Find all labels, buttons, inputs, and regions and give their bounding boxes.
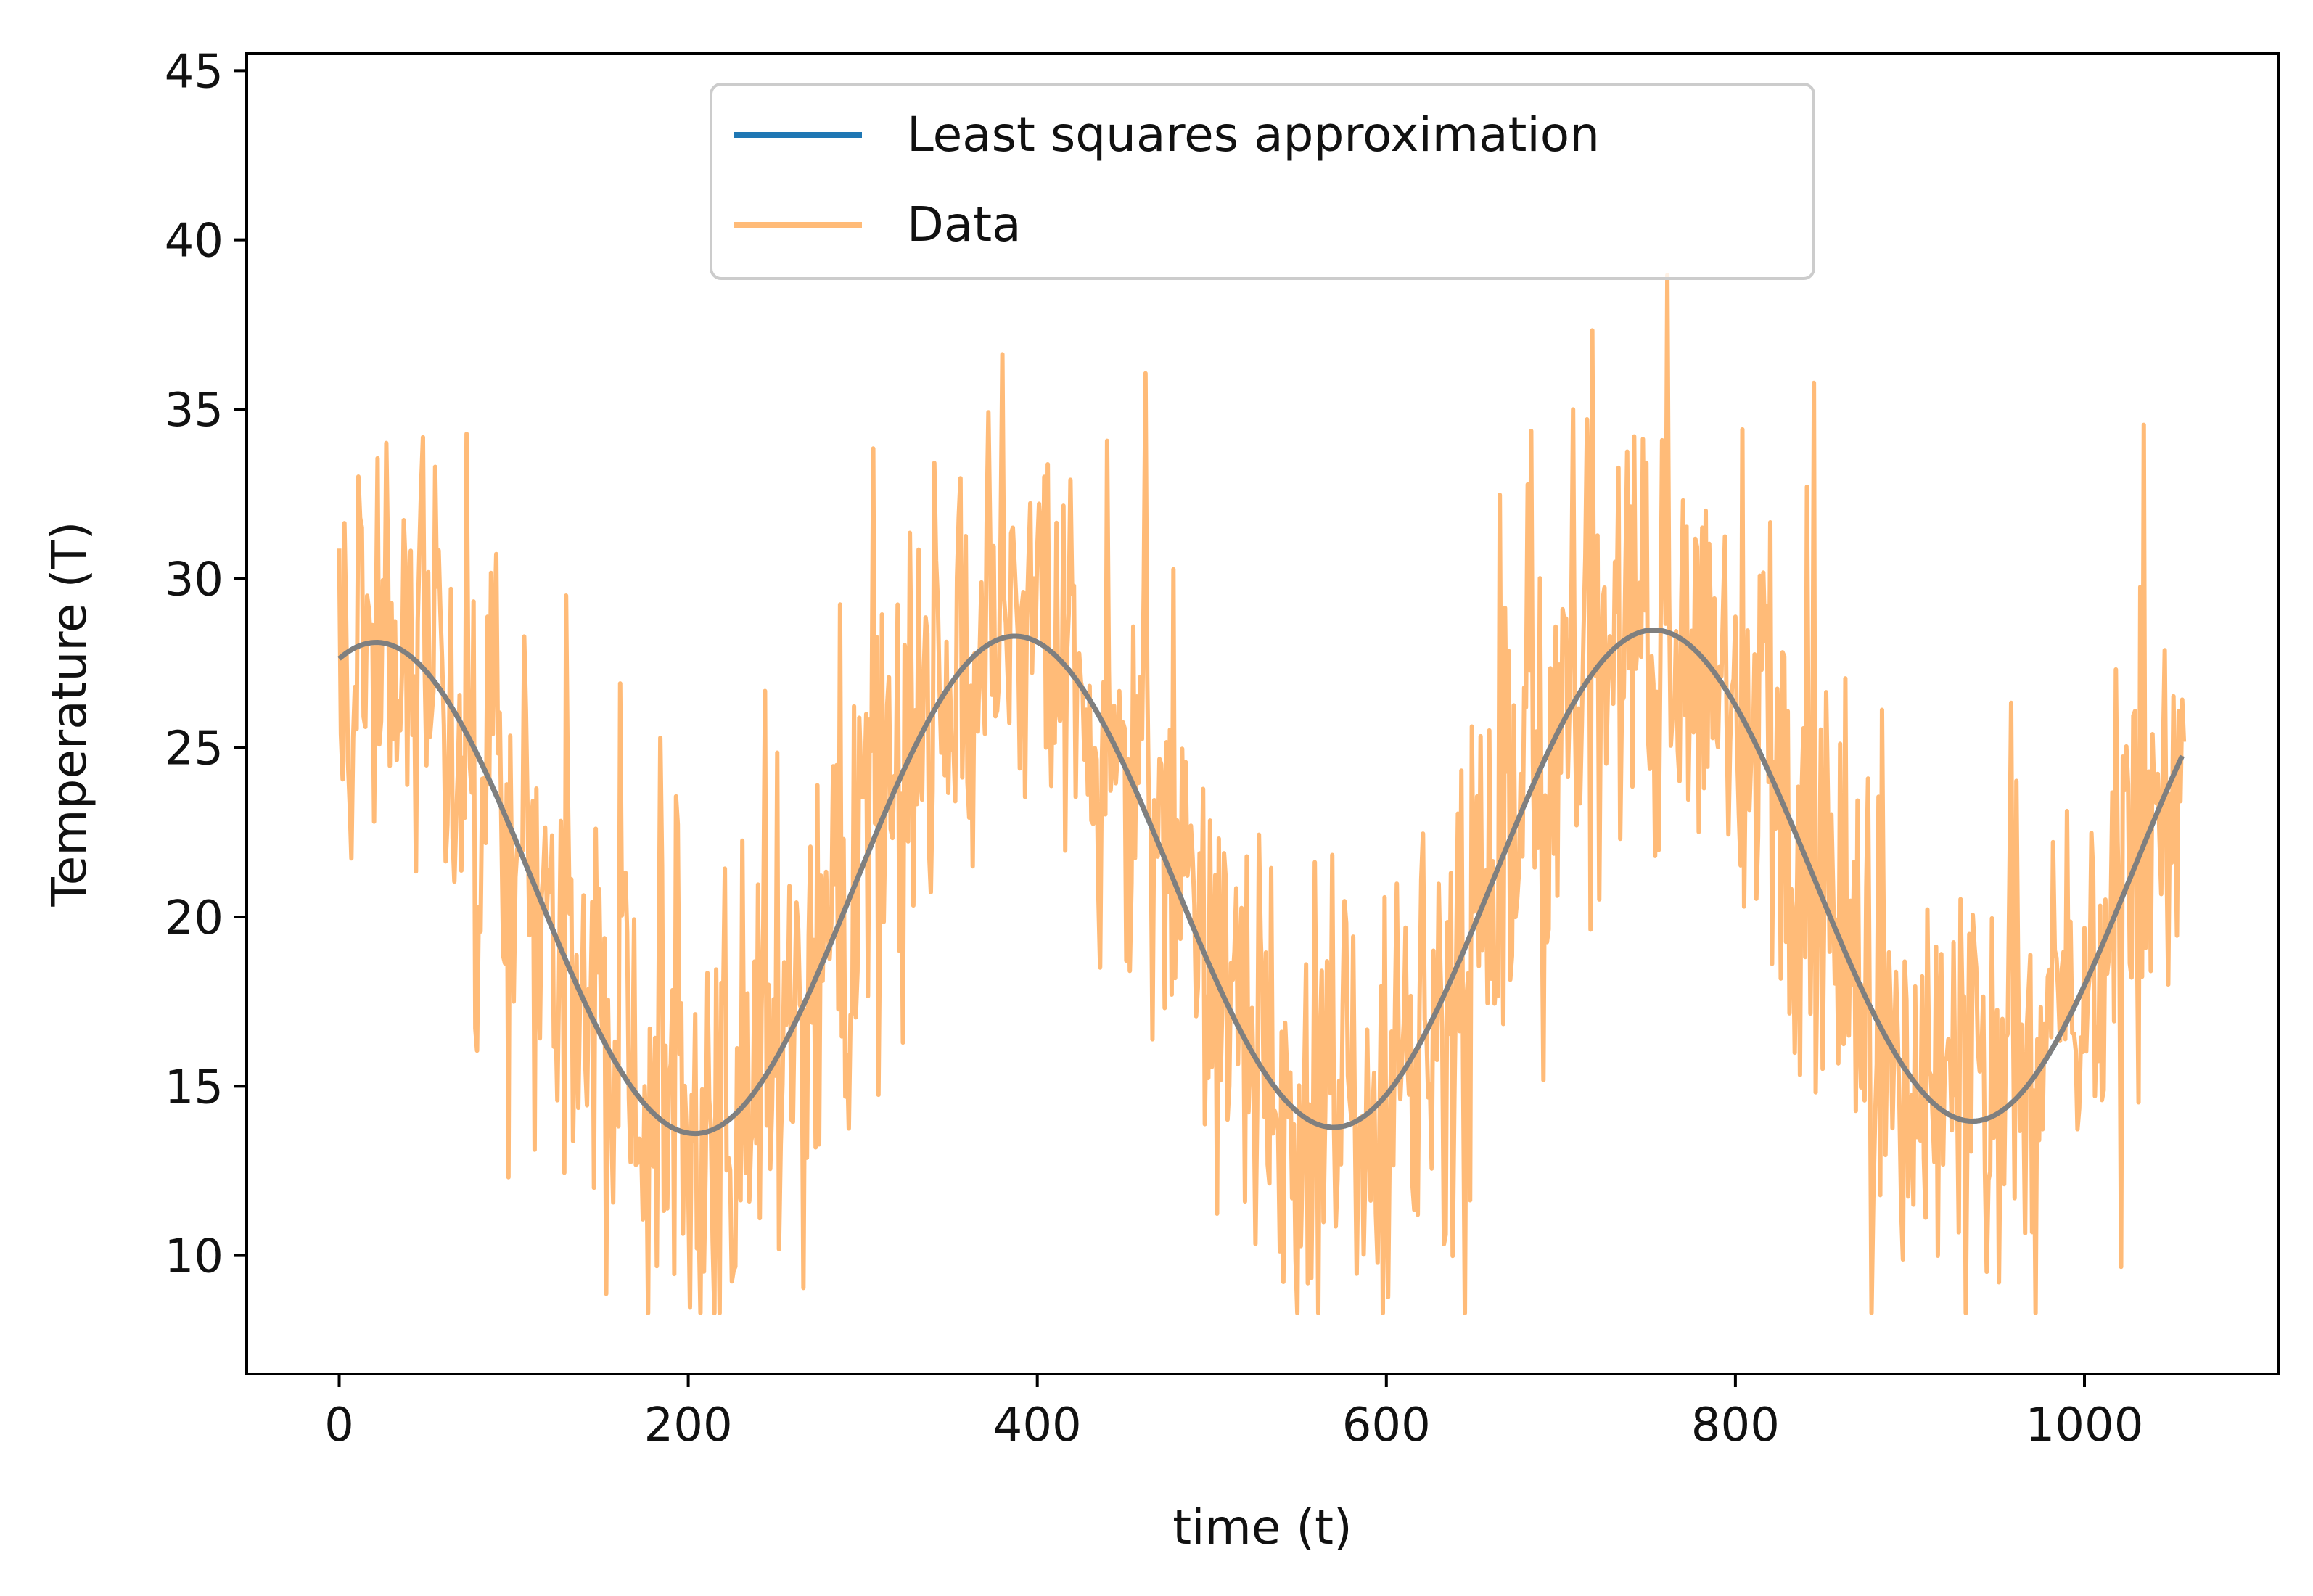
x-tick-label: 600 [1342,1399,1431,1452]
y-tick-label: 20 [165,892,223,945]
y-tick-label: 15 [165,1061,223,1114]
x-tick-label: 1000 [2026,1399,2144,1452]
legend-label-least-squares: Least squares approximation [907,107,1600,163]
y-tick-label: 30 [165,553,223,606]
x-tick-label: 400 [993,1399,1082,1452]
legend-label-data: Data [907,197,1022,252]
y-tick-label: 35 [165,384,223,437]
legend: Least squares approximation Data [711,84,1814,279]
y-tick-label: 45 [165,45,223,99]
x-axis-label: time (t) [1172,1500,1352,1555]
y-tick-label: 25 [165,723,223,776]
x-tick-label: 0 [324,1399,354,1452]
y-tick-label: 40 [165,215,223,268]
x-tick-label: 200 [644,1399,733,1452]
y-tick-label: 10 [165,1230,223,1284]
x-tick-label: 800 [1691,1399,1780,1452]
y-axis-label: Temperature (T) [41,522,97,908]
